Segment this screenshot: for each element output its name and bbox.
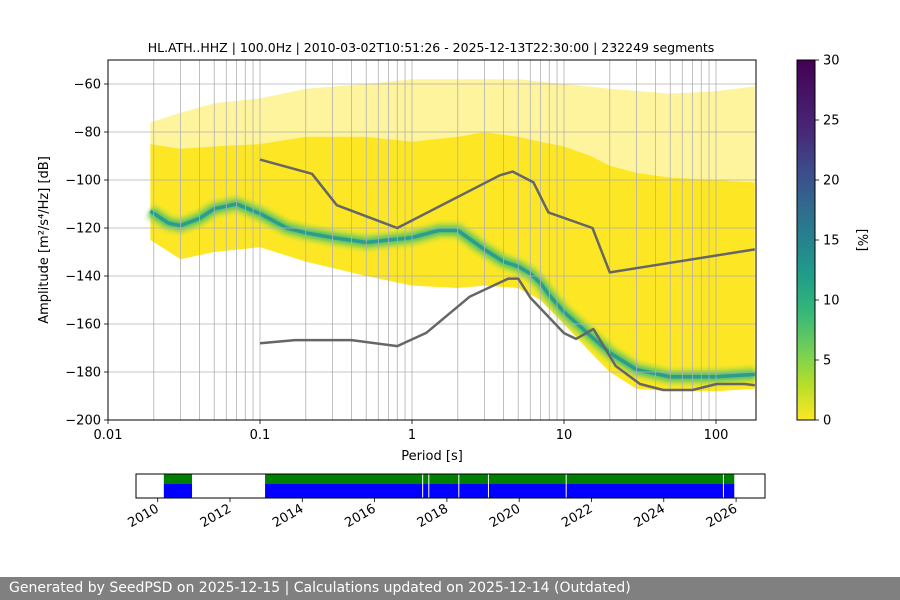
timeline-tick-label: 2022 [559, 501, 595, 531]
timeline-processed-segment [163, 474, 193, 484]
pdf-heatmap [145, 79, 756, 392]
colorbar-tick-label: 0 [823, 414, 831, 429]
psd-plot-area [108, 60, 756, 420]
timeline-tick-label: 2024 [632, 501, 668, 531]
timeline-tick-label: 2016 [342, 501, 378, 531]
timeline-processed-segment [265, 474, 735, 484]
timeline-tick-label: 2010 [126, 501, 162, 531]
timeline-tick-label: 2014 [270, 501, 306, 531]
colorbar-ticks: 0 5 10 15 20 25 30 [815, 54, 840, 429]
pdf-envelope [150, 132, 755, 392]
y-tick-label: −140 [65, 270, 101, 285]
colorbar [796, 59, 816, 421]
y-tick-label: −80 [74, 126, 101, 141]
series-line-nlnm [259, 277, 755, 392]
timeline-frame [135, 473, 766, 499]
series-line-nhnm [259, 158, 755, 274]
timeline-tick-label: 2026 [704, 501, 740, 531]
x-tick-label: 0.01 [94, 428, 123, 443]
y-tick-label: −60 [74, 78, 101, 93]
x-tick-label: 10 [556, 428, 573, 443]
x-tick-label: 0.1 [250, 428, 271, 443]
chart-title: HL.ATH..HHZ | 100.0Hz | 2010-03-02T10:51… [148, 40, 715, 55]
x-tick-label: 100 [704, 428, 729, 443]
timeline-ticks: 2010 2012 2014 2016 2018 2020 2022 2024 2026 [126, 498, 740, 531]
pdf-mode-ridge [149, 202, 755, 379]
timeline-tick-label: 2012 [198, 501, 234, 531]
x-axis-label: Period [s] [401, 449, 463, 464]
colorbar-tick-label: 5 [823, 354, 831, 369]
y-tick-label: −100 [65, 174, 101, 189]
y-tick-label: −160 [65, 318, 101, 333]
colorbar-tick-label: 25 [823, 114, 840, 129]
y-tick-label: −120 [65, 222, 101, 237]
timeline-data-segment [163, 484, 193, 498]
footer-status: Generated by SeedPSD on 2025-12-15 | Cal… [0, 577, 900, 600]
x-axis-ticks: 0.01 0.1 1 10 100 [94, 420, 729, 443]
data-availability-timeline [136, 474, 765, 498]
plot-frame [107, 59, 757, 421]
colorbar-tick-label: 15 [823, 234, 840, 249]
colorbar-tick-label: 10 [823, 294, 840, 309]
timeline-data-segment [265, 484, 735, 498]
y-tick-label: −180 [65, 366, 101, 381]
y-tick-label: −200 [65, 414, 101, 429]
colorbar-tick-label: 20 [823, 174, 840, 189]
x-tick-label: 1 [408, 428, 416, 443]
plot-grid [108, 60, 756, 420]
y-axis-ticks: −200 −180 −160 −140 −120 −100 −80 −60 [65, 78, 108, 429]
timeline-tick-label: 2018 [415, 501, 451, 531]
colorbar-label: [%] [854, 229, 869, 252]
timeline-tick-label: 2020 [487, 501, 523, 531]
noise-model-lines [259, 158, 755, 392]
pdf-outlier-band [150, 79, 755, 183]
y-axis-label: Amplitude [m²/s⁴/Hz] [dB] [37, 156, 52, 324]
colorbar-tick-label: 30 [823, 54, 840, 69]
